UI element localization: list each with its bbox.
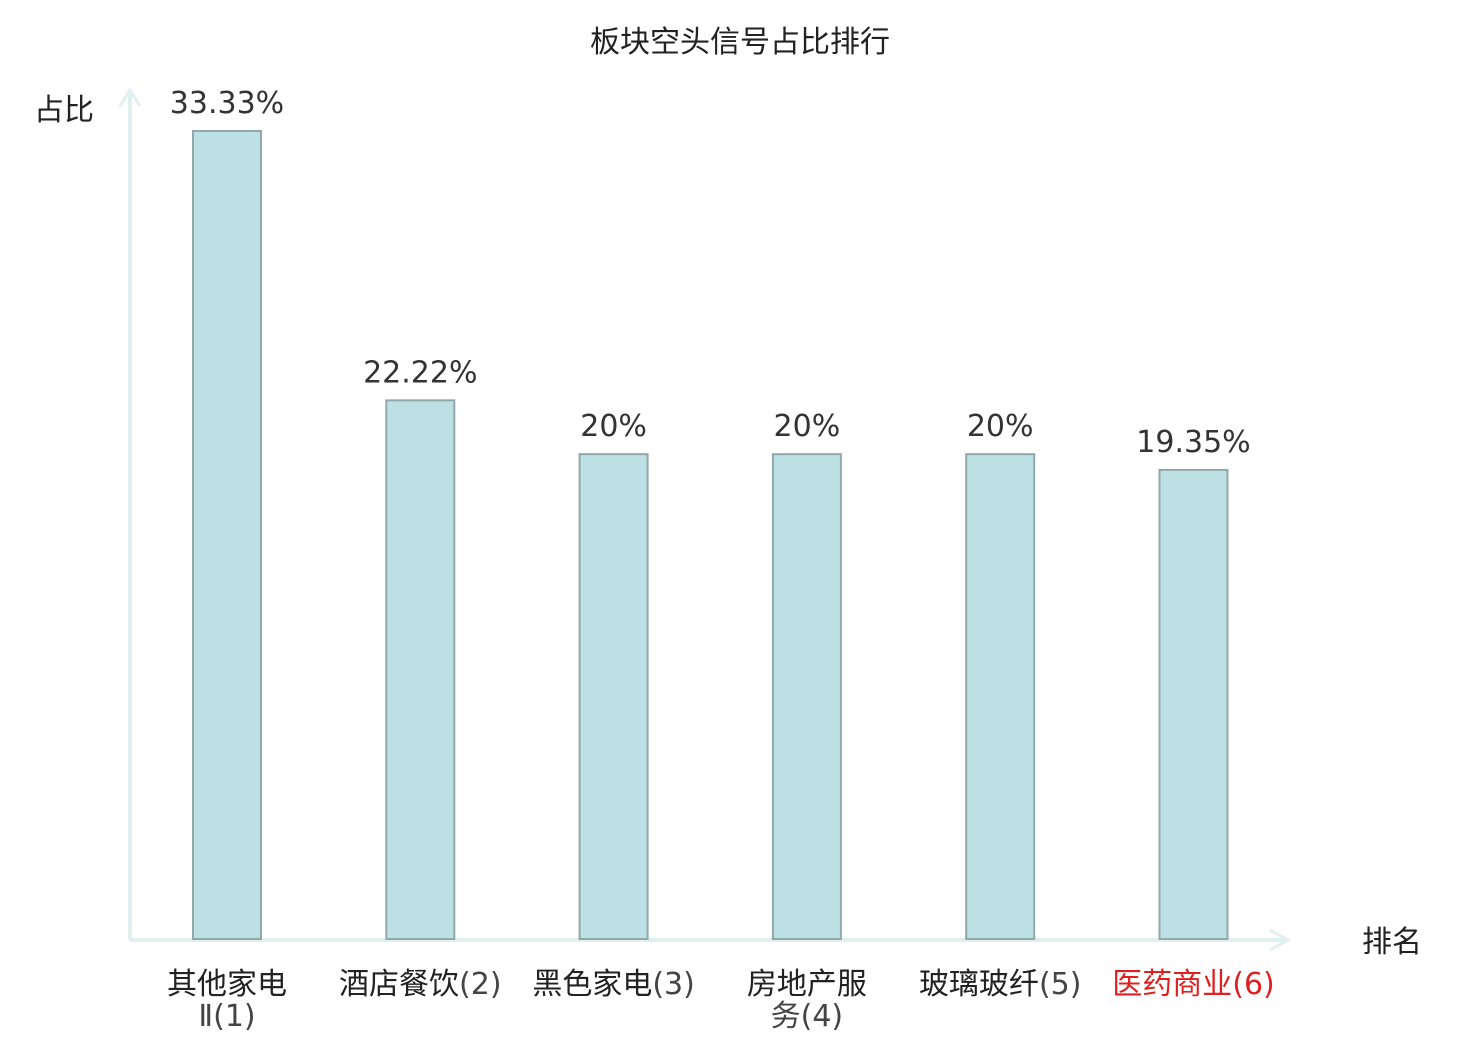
category-name: 黑色家电 <box>532 967 652 1002</box>
category-rank: (2) <box>459 967 502 1002</box>
category-name: 玻璃玻纤 <box>919 967 1039 1002</box>
category-label: 医药商业(6) <box>1112 967 1275 1002</box>
category-rank: 务(4) <box>771 999 844 1034</box>
bar <box>192 130 262 940</box>
value-label: 33.33% <box>170 86 284 121</box>
bars-group <box>192 130 1229 941</box>
category-name: 酒店餐饮 <box>339 967 459 1002</box>
y-axis-arrow <box>118 87 142 107</box>
value-label: 22.22% <box>363 355 477 390</box>
category-label: 黑色家电(3) <box>532 967 695 1002</box>
value-labels-group: 33.33% 22.22% 20% 20% 20% 19.35% <box>170 86 1251 460</box>
category-rank: Ⅱ(1) <box>198 999 255 1034</box>
category-label: 酒店餐饮(2) <box>339 967 502 1002</box>
category-label: 其他家电 <box>167 967 287 1002</box>
bar <box>578 453 649 940</box>
bar <box>385 399 456 941</box>
bar <box>965 453 1036 940</box>
category-label: 房地产服 <box>747 967 867 1002</box>
bar <box>771 453 842 940</box>
category-rank: (6) <box>1232 967 1275 1002</box>
x-axis-label: 排名 <box>1362 925 1422 960</box>
value-label: 20% <box>580 409 647 444</box>
y-axis-label: 占比 <box>34 93 94 128</box>
category-label: 玻璃玻纤(5) <box>919 967 1081 1002</box>
value-label: 20% <box>774 409 841 444</box>
category-rank: (3) <box>652 967 695 1002</box>
category-name: 医药商业 <box>1112 967 1232 1002</box>
category-rank: (5) <box>1039 967 1082 1002</box>
chart-title: 板块空头信号占比排行 <box>590 25 890 60</box>
value-label: 20% <box>967 409 1034 444</box>
value-label: 19.35% <box>1136 425 1250 460</box>
x-axis-arrow <box>1269 928 1292 952</box>
bar <box>1158 468 1229 940</box>
